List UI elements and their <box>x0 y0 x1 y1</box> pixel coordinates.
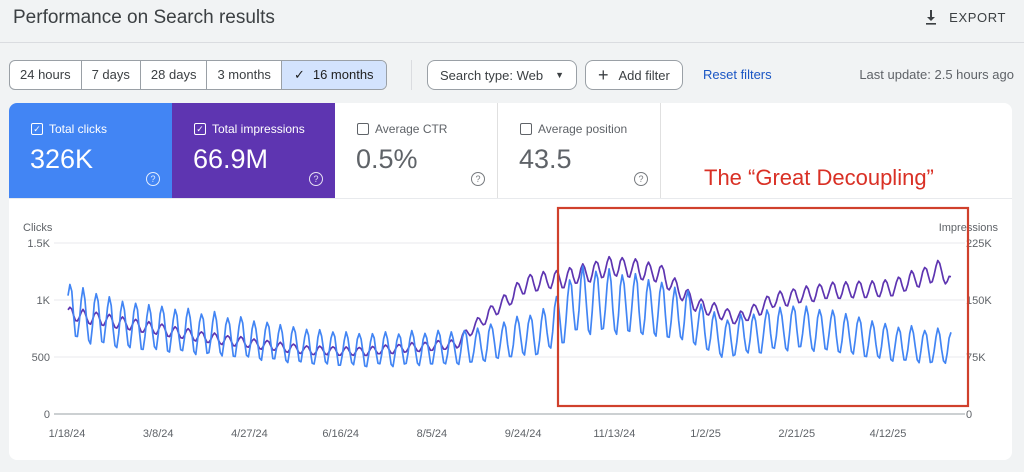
right-axis-tick-label: 150K <box>966 295 992 307</box>
add-filter-button[interactable]: + Add filter <box>585 60 683 90</box>
metric-value: 43.5 <box>519 144 572 174</box>
date-range-selector: 24 hours 7 days 28 days 3 months ✓ 16 mon… <box>9 60 387 90</box>
checkbox-unchecked-icon <box>520 123 532 135</box>
card-divider <box>9 198 1012 199</box>
dropdown-arrow-icon: ▼ <box>555 70 565 80</box>
annotation-text: The “Great Decoupling” <box>704 165 934 190</box>
export-button[interactable]: EXPORT <box>923 6 1006 28</box>
checkbox-checked-icon: ✓ <box>194 123 206 135</box>
page-title: Performance on Search results <box>13 7 275 28</box>
reset-filters-link[interactable]: Reset filters <box>703 67 772 82</box>
date-range-3-months[interactable]: 3 months <box>207 61 282 89</box>
search-type-label: Search type: Web <box>440 67 544 83</box>
header-divider <box>0 42 1024 43</box>
metric-card-average-ctr[interactable]: Average CTR 0.5% ? <box>335 103 498 198</box>
metric-label: Average CTR <box>375 122 448 136</box>
check-icon: ✓ <box>293 67 305 82</box>
left-axis-tick-label: 500 <box>32 352 50 364</box>
metric-value: 66.9M <box>193 144 269 174</box>
add-filter-label: Add filter <box>618 67 670 83</box>
filter-bar: 24 hours 7 days 28 days 3 months ✓ 16 mon… <box>0 58 1024 90</box>
x-axis-tick-label: 4/12/25 <box>870 428 907 440</box>
metric-value: 326K <box>30 144 94 174</box>
checkbox-unchecked-icon <box>357 123 369 135</box>
x-axis-tick-label: 2/21/25 <box>778 428 815 440</box>
metric-label: Total clicks <box>49 122 108 136</box>
last-update-text: Last update: 2.5 hours ago <box>859 67 1014 82</box>
metric-card-total-impressions[interactable]: ✓ Total impressions 66.9M ? <box>172 103 335 198</box>
search-type-dropdown[interactable]: Search type: Web ▼ <box>427 60 578 90</box>
filter-separator <box>411 60 412 90</box>
x-axis-tick-label: 9/24/24 <box>505 428 542 440</box>
checkbox-checked-icon: ✓ <box>31 123 43 135</box>
performance-panel: ✓ Total clicks 326K ? ✓ Total impression… <box>9 103 1012 460</box>
x-axis-tick-label: 4/27/24 <box>231 428 268 440</box>
help-icon[interactable]: ? <box>309 172 323 186</box>
date-range-28-days[interactable]: 28 days <box>141 61 208 89</box>
x-axis-tick-label: 1/18/24 <box>49 428 86 440</box>
export-label: EXPORT <box>949 9 1006 25</box>
x-axis-tick-label: 6/16/24 <box>322 428 359 440</box>
date-range-16-months[interactable]: ✓ 16 months <box>281 61 386 89</box>
left-axis-tick-label: 1.5K <box>27 238 50 250</box>
right-axis-tick-label: 75K <box>966 352 986 364</box>
help-icon[interactable]: ? <box>471 172 485 186</box>
help-icon[interactable]: ? <box>146 172 160 186</box>
metric-card-total-clicks[interactable]: ✓ Total clicks 326K ? <box>9 103 172 198</box>
x-axis-tick-label: 8/5/24 <box>417 428 448 440</box>
plus-icon: + <box>598 65 609 85</box>
x-axis-tick-label: 3/8/24 <box>143 428 174 440</box>
right-axis-tick-label: 225K <box>966 238 992 250</box>
left-axis-tick-label: 0 <box>44 409 50 421</box>
metric-label: Total impressions <box>212 122 305 136</box>
impressions-series-line <box>67 255 952 357</box>
metric-cards: ✓ Total clicks 326K ? ✓ Total impression… <box>9 103 661 198</box>
clicks-series-line <box>67 265 952 368</box>
left-axis-title: Clicks <box>23 222 53 234</box>
annotation-box <box>556 206 970 408</box>
date-range-7-days[interactable]: 7 days <box>82 61 141 89</box>
header: Performance on Search results EXPORT <box>0 0 1024 40</box>
help-icon[interactable]: ? <box>634 172 648 186</box>
metric-card-average-position[interactable]: Average position 43.5 ? <box>498 103 661 198</box>
metric-value: 0.5% <box>356 144 418 174</box>
left-axis-tick-label: 1K <box>37 295 51 307</box>
download-icon <box>926 10 937 25</box>
x-axis-tick-label: 1/2/25 <box>690 428 721 440</box>
metric-label: Average position <box>538 122 628 136</box>
date-range-16-months-label: 16 months <box>312 67 374 82</box>
date-range-24-hours[interactable]: 24 hours <box>10 61 82 89</box>
x-axis-tick-label: 11/13/24 <box>593 428 635 440</box>
right-axis-tick-label: 0 <box>966 409 972 421</box>
